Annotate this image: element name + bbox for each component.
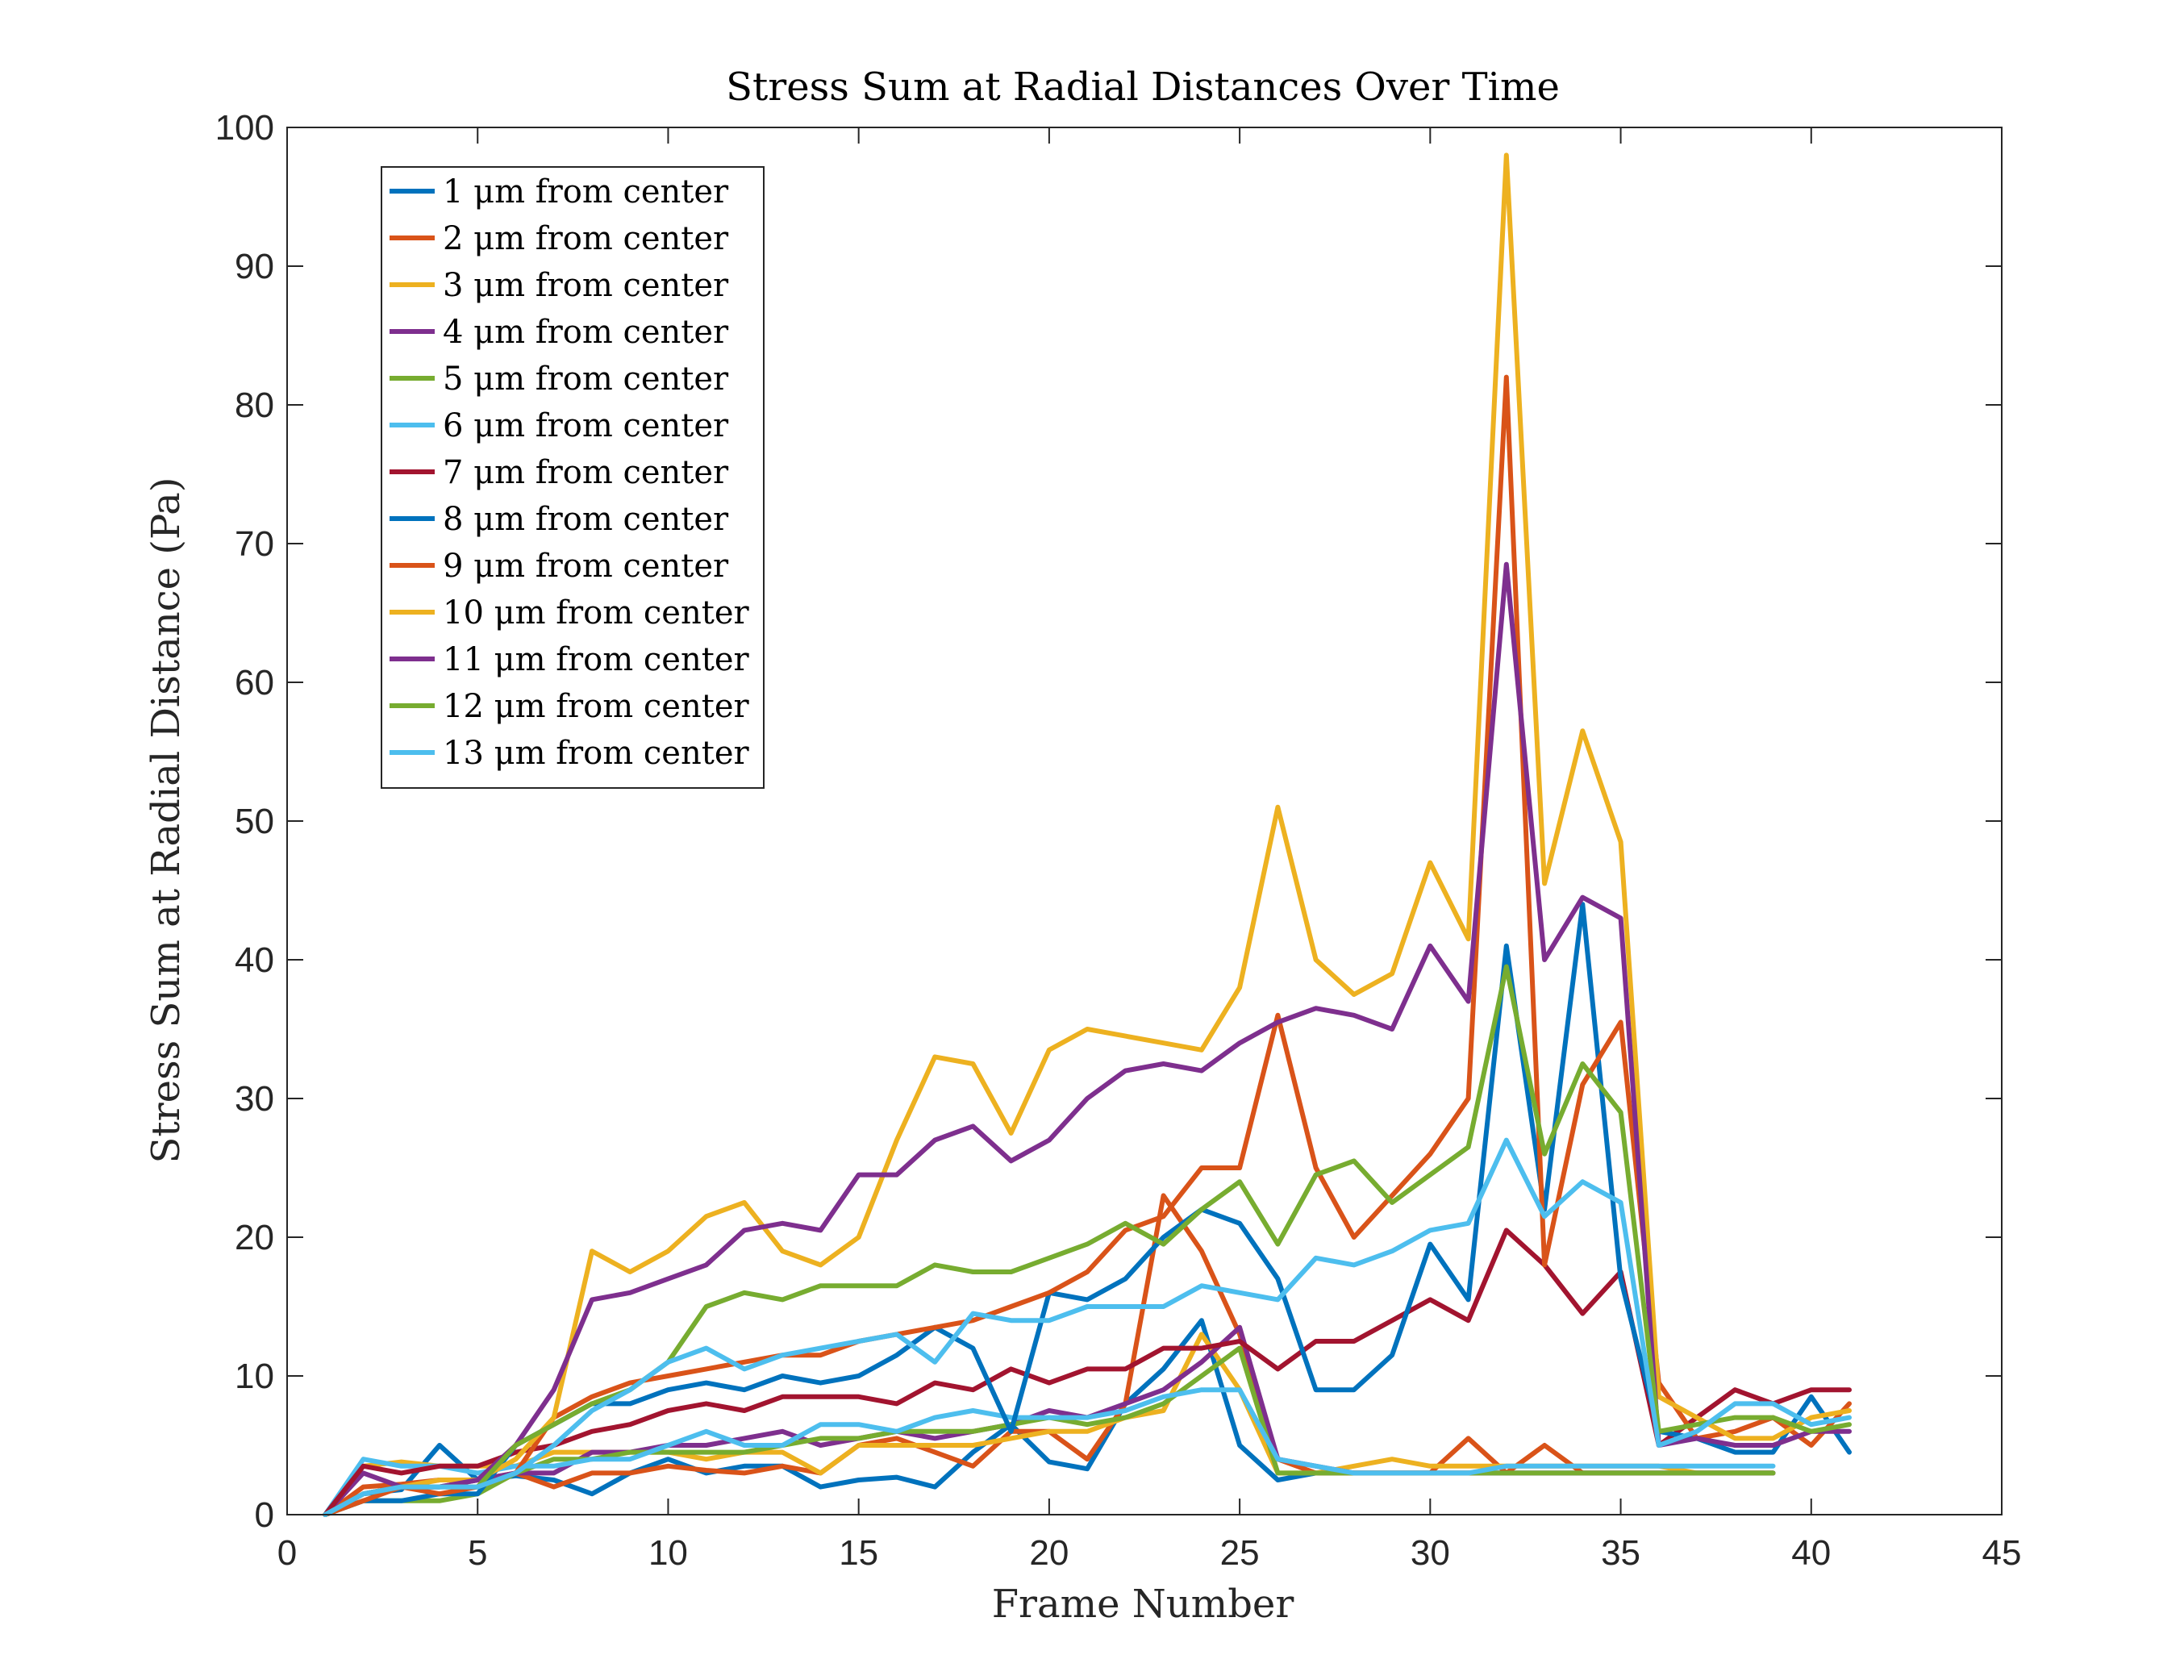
legend-label: 13 μm from center — [443, 735, 749, 772]
legend-label: 3 μm from center — [443, 267, 729, 304]
x-tick-label: 0 — [277, 1533, 297, 1573]
y-tick-label: 0 — [255, 1495, 274, 1535]
y-tick-label: 90 — [235, 247, 274, 286]
legend-label: 1 μm from center — [443, 173, 729, 211]
legend-label: 12 μm from center — [443, 688, 749, 725]
series-line-7 — [323, 1228, 1852, 1517]
y-axis-label: Stress Sum at Radial Distance (Pa) — [144, 477, 189, 1164]
y-tick-label: 80 — [235, 386, 274, 425]
y-tick-label: 70 — [235, 524, 274, 564]
y-axis: 0 10 20 30 40 50 60 70 80 90 100 — [215, 108, 2002, 1535]
legend-label: 8 μm from center — [443, 501, 729, 538]
y-tick-label: 30 — [235, 1079, 274, 1119]
x-tick-label: 20 — [1029, 1533, 1069, 1573]
legend-label: 11 μm from center — [443, 641, 749, 678]
series-line-10 — [323, 152, 1852, 1517]
x-tick-label: 30 — [1411, 1533, 1450, 1573]
legend-label: 5 μm from center — [443, 361, 729, 398]
x-axis: 0 5 10 15 20 25 30 35 40 45 — [277, 127, 2022, 1573]
x-tick-label: 15 — [839, 1533, 878, 1573]
series-line-13 — [323, 1137, 1852, 1517]
legend-box — [381, 166, 765, 789]
y-tick-label: 50 — [235, 802, 274, 841]
y-tick-label: 20 — [235, 1218, 274, 1257]
legend-label: 10 μm from center — [443, 594, 749, 632]
legend: 1 μm from center 2 μm from center 3 μm fro… — [381, 166, 765, 789]
series-line-11 — [323, 561, 1852, 1517]
x-tick-label: 25 — [1220, 1533, 1260, 1573]
y-tick-label: 100 — [215, 108, 274, 148]
series-line-12 — [323, 964, 1852, 1517]
series-line-6 — [323, 1387, 1776, 1517]
series-line-9 — [323, 374, 1852, 1517]
y-tick-label: 10 — [235, 1357, 274, 1396]
series-layer — [323, 152, 1852, 1517]
x-tick-label: 35 — [1601, 1533, 1640, 1573]
legend-label: 9 μm from center — [443, 548, 729, 585]
y-tick-label: 40 — [235, 940, 274, 980]
x-axis-label: Frame Number — [992, 1582, 1294, 1627]
x-tick-label: 10 — [648, 1533, 688, 1573]
legend-label: 4 μm from center — [443, 314, 729, 351]
legend-label: 7 μm from center — [443, 454, 729, 491]
x-tick-label: 5 — [468, 1533, 487, 1573]
x-tick-label: 45 — [1982, 1533, 2022, 1573]
legend-label: 2 μm from center — [443, 220, 729, 257]
legend-label: 6 μm from center — [443, 407, 729, 444]
x-tick-label: 40 — [1791, 1533, 1831, 1573]
y-tick-label: 60 — [235, 663, 274, 702]
chart-title: Stress Sum at Radial Distances Over Time — [726, 65, 1560, 110]
